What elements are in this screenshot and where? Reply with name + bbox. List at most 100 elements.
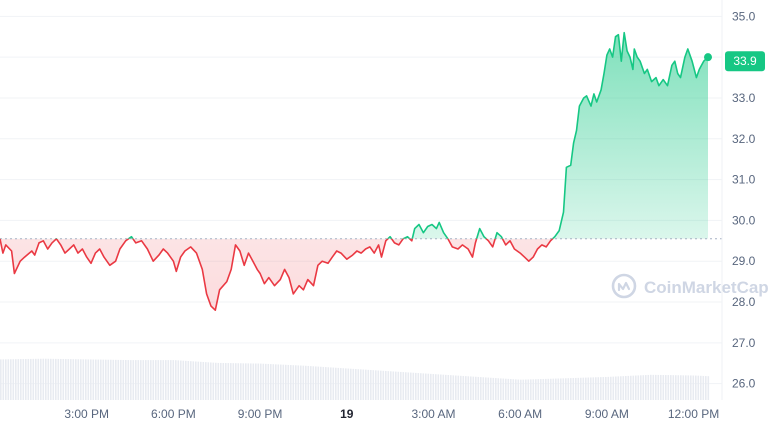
- volume-bar: [335, 367, 337, 400]
- volume-bar: [140, 360, 142, 400]
- volume-bar: [650, 374, 652, 400]
- volume-bar: [412, 372, 415, 400]
- volume-bar: [302, 365, 305, 400]
- volume-bar: [455, 375, 457, 400]
- volume-bar: [605, 376, 607, 400]
- volume-bar: [290, 365, 292, 400]
- y-tick-label: 28.0: [732, 295, 756, 309]
- volume-bar: [585, 377, 587, 400]
- volume-bar: [55, 358, 57, 400]
- volume-bar: [325, 367, 327, 400]
- volume-bar: [637, 375, 640, 400]
- volume-bar: [242, 363, 245, 400]
- volume-bar: [472, 376, 475, 400]
- x-tick-label: 9:00 AM: [585, 407, 629, 421]
- volume-bar: [695, 375, 697, 400]
- volume-bar: [240, 363, 242, 400]
- volume-bar: [287, 364, 290, 400]
- price-line-down: [0, 238, 554, 311]
- volume-bar: [47, 358, 50, 400]
- volume-bar: [387, 371, 390, 400]
- volume-bar: [340, 368, 342, 400]
- volume-bar: [635, 375, 637, 400]
- volume-bar: [62, 359, 65, 400]
- volume-bar: [265, 363, 267, 400]
- volume-bar: [222, 362, 225, 400]
- volume-bar: [682, 375, 685, 400]
- volume-bar: [675, 375, 677, 400]
- volume-bar: [435, 374, 437, 400]
- volume-bar: [465, 376, 467, 400]
- volume-bar: [315, 366, 317, 400]
- volume-bar: [142, 360, 145, 400]
- volume-bar: [65, 359, 67, 400]
- volume-bar: [22, 359, 25, 400]
- volume-bar: [215, 362, 217, 400]
- volume-bar: [702, 375, 705, 400]
- volume-bar: [190, 361, 192, 400]
- volume-bar: [127, 360, 130, 400]
- volume-bar: [217, 362, 220, 400]
- volume-bar: [10, 359, 12, 400]
- volume-bar: [390, 371, 392, 400]
- volume-bar: [515, 379, 517, 400]
- volume-bar: [405, 372, 407, 400]
- volume-bar: [402, 372, 405, 400]
- volume-bar: [337, 367, 340, 400]
- volume-bar: [117, 359, 120, 400]
- volume-bar: [97, 359, 100, 400]
- volume-bar: [120, 359, 122, 400]
- coinmarketcap-logo-icon: [611, 273, 637, 299]
- volume-bar: [185, 360, 187, 400]
- volume-bar: [220, 362, 222, 400]
- volume-bar: [15, 359, 17, 400]
- y-tick-label: 27.0: [732, 336, 756, 350]
- volume-bar: [107, 359, 110, 400]
- volume-bar: [132, 360, 135, 400]
- volume-bar: [312, 366, 315, 400]
- volume-bar: [177, 360, 180, 400]
- volume-bar: [642, 375, 645, 400]
- volume-bar: [137, 360, 140, 400]
- volume-bar: [100, 359, 102, 400]
- y-tick-label: 32.0: [732, 132, 756, 146]
- volume-bar: [517, 379, 520, 400]
- volume-bar: [75, 359, 77, 400]
- volume-bars: [0, 358, 710, 400]
- volume-bar: [700, 375, 702, 400]
- volume-bar: [492, 377, 495, 400]
- volume-bar: [557, 378, 560, 400]
- volume-bar: [180, 360, 182, 400]
- volume-bar: [542, 378, 545, 400]
- volume-bar: [692, 375, 695, 400]
- volume-bar: [295, 365, 297, 400]
- volume-bar: [275, 364, 277, 400]
- volume-bar: [507, 378, 510, 400]
- volume-bar: [347, 368, 350, 400]
- volume-bar: [160, 360, 162, 400]
- volume-bar: [102, 359, 105, 400]
- volume-bar: [187, 361, 190, 400]
- coinmarketcap-watermark: CoinMarketCap: [611, 273, 768, 299]
- volume-bar: [357, 369, 360, 400]
- volume-bar: [655, 374, 657, 400]
- volume-bar: [535, 379, 537, 400]
- y-tick-label: 29.0: [732, 254, 756, 268]
- volume-bar: [680, 375, 682, 400]
- volume-bar: [210, 362, 212, 400]
- volume-bar: [532, 379, 535, 400]
- volume-bar: [697, 375, 700, 400]
- volume-bar: [510, 379, 512, 400]
- volume-bar: [432, 374, 435, 400]
- volume-bar: [170, 360, 172, 400]
- volume-bar: [470, 376, 472, 400]
- volume-bar: [342, 368, 345, 400]
- volume-bar: [690, 375, 692, 400]
- volume-bar: [35, 358, 37, 400]
- volume-bar: [422, 373, 425, 400]
- volume-bar: [125, 360, 127, 400]
- volume-bar: [297, 365, 300, 400]
- volume-bar: [462, 375, 465, 400]
- volume-bar: [392, 371, 395, 400]
- volume-bar: [560, 378, 562, 400]
